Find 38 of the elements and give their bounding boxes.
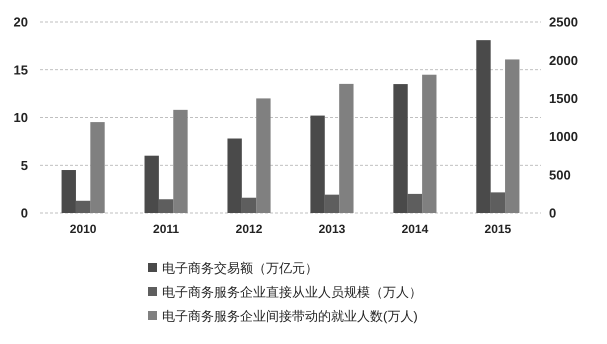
x-tick-label: 2012 (236, 222, 263, 236)
y2-tick-label: 1000 (549, 129, 578, 144)
bar (310, 116, 325, 213)
bar (242, 198, 256, 213)
y-tick-label: 5 (20, 158, 28, 173)
bar (227, 138, 242, 213)
bar (144, 156, 159, 213)
x-tick-label: 2015 (484, 222, 512, 236)
bar (490, 192, 506, 213)
x-tick-label: 2014 (402, 222, 429, 236)
bar (76, 200, 90, 213)
y2-tick-label: 500 (549, 167, 571, 182)
y2-tick-label: 0 (549, 206, 556, 221)
y-tick-label: 10 (14, 110, 28, 126)
y2-tick-label: 2000 (549, 52, 578, 68)
y-tick-label: 20 (14, 14, 28, 30)
bar (422, 74, 436, 213)
bar (393, 84, 408, 213)
y-tick-label: 0 (20, 206, 28, 221)
bar (173, 110, 188, 213)
bar (505, 59, 520, 213)
bar (62, 170, 76, 213)
bar (476, 40, 491, 213)
x-tick-label: 2010 (70, 222, 97, 236)
legend-label: 电子商务服务企业直接从业人员规模（万人） (162, 284, 422, 300)
bar (324, 194, 340, 213)
legend-label: 电子商务交易额（万亿元） (162, 260, 318, 276)
bar (90, 122, 105, 213)
y2-tick-label: 2500 (549, 14, 578, 30)
legend-label: 电子商务服务企业间接带动的就业人数(万人) (162, 308, 418, 324)
y2-tick-label: 1500 (549, 90, 578, 106)
x-tick-label: 2013 (318, 222, 346, 236)
bar (408, 194, 422, 213)
y-tick-label: 15 (14, 62, 28, 78)
bar (339, 84, 354, 213)
bar (256, 98, 271, 213)
bar (158, 199, 174, 213)
x-tick-label: 2011 (153, 222, 180, 236)
